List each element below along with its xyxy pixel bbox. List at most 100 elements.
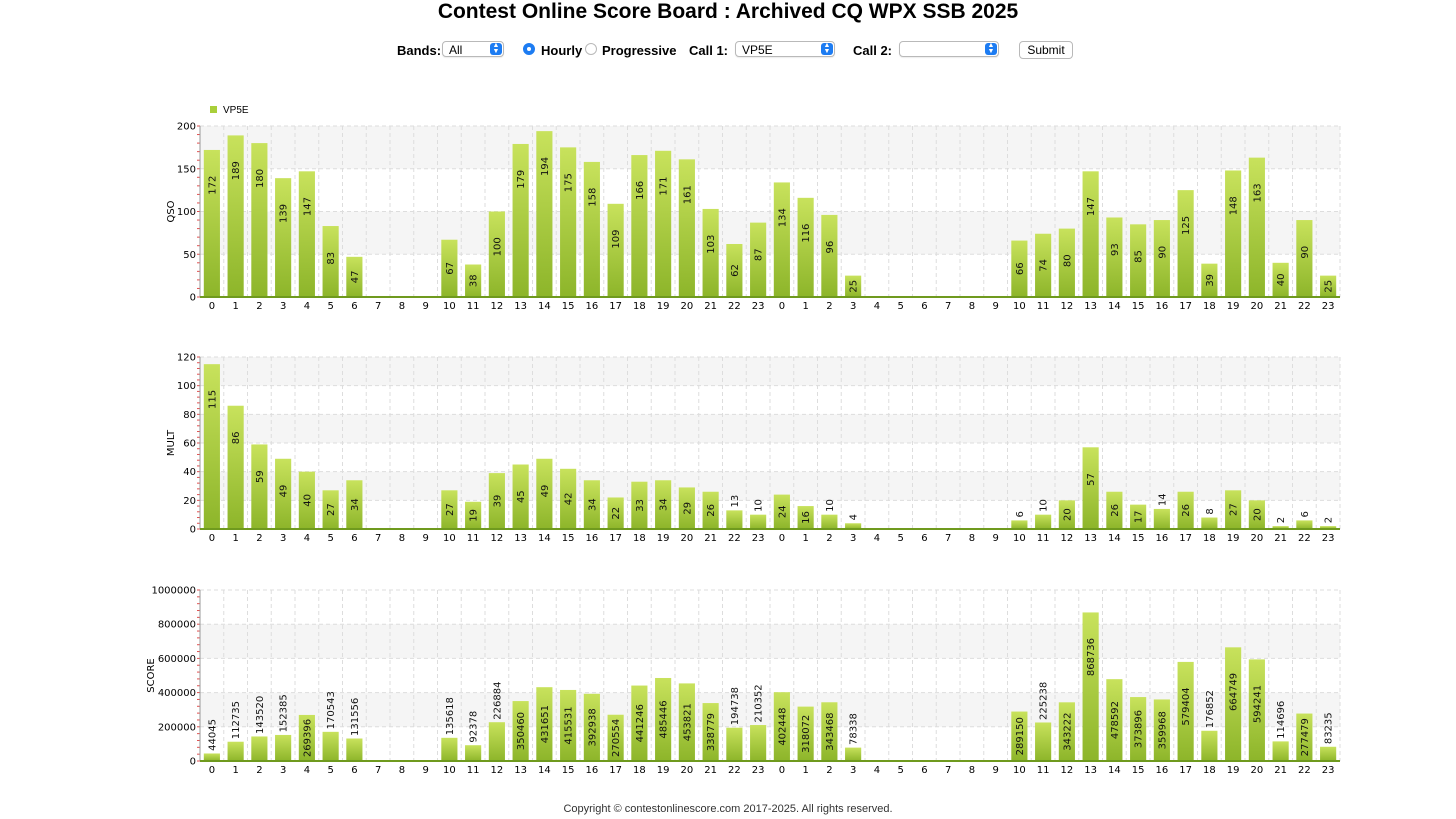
call2-select[interactable]: ▲ ▼ <box>899 41 999 57</box>
bar[interactable] <box>275 458 292 529</box>
bar[interactable] <box>560 147 577 297</box>
bar[interactable] <box>488 211 505 298</box>
bar[interactable] <box>702 491 719 529</box>
bar[interactable] <box>726 510 743 529</box>
bar[interactable] <box>1320 746 1337 761</box>
bar[interactable] <box>251 444 268 529</box>
bar[interactable] <box>298 714 315 761</box>
bar[interactable] <box>1248 157 1265 297</box>
bar[interactable] <box>1130 504 1147 529</box>
bar[interactable] <box>1130 697 1147 761</box>
bar[interactable] <box>465 264 482 297</box>
bar[interactable] <box>1320 526 1337 529</box>
bar[interactable] <box>1011 520 1028 529</box>
bar[interactable] <box>346 480 363 529</box>
bar[interactable] <box>583 480 600 529</box>
bar[interactable] <box>1225 647 1242 761</box>
bar[interactable] <box>512 143 529 297</box>
bar[interactable] <box>845 523 862 529</box>
bar[interactable] <box>583 161 600 297</box>
bar[interactable] <box>631 685 648 761</box>
call1-select[interactable]: VP5E ▲ ▼ <box>735 41 835 57</box>
bar[interactable] <box>726 243 743 297</box>
bar[interactable] <box>773 182 790 297</box>
bar[interactable] <box>1296 713 1313 761</box>
bar[interactable] <box>275 178 292 297</box>
bar[interactable] <box>1082 171 1099 297</box>
bar[interactable] <box>821 214 838 297</box>
bar[interactable] <box>203 364 220 529</box>
submit-button[interactable]: Submit <box>1019 41 1073 59</box>
bar[interactable] <box>488 722 505 761</box>
bar[interactable] <box>203 753 220 761</box>
bar[interactable] <box>1153 220 1170 297</box>
bar[interactable] <box>1106 217 1123 297</box>
bar[interactable] <box>773 494 790 529</box>
bar[interactable] <box>655 677 672 761</box>
bar[interactable] <box>298 471 315 529</box>
bar[interactable] <box>1106 679 1123 761</box>
bar[interactable] <box>1248 500 1265 529</box>
bar[interactable] <box>1153 699 1170 761</box>
bar[interactable] <box>251 736 268 761</box>
bar[interactable] <box>1058 702 1075 761</box>
bar[interactable] <box>1225 170 1242 297</box>
bar[interactable] <box>655 480 672 529</box>
bar[interactable] <box>1035 233 1052 297</box>
bar[interactable] <box>1035 722 1052 761</box>
bar[interactable] <box>1011 711 1028 761</box>
bar[interactable] <box>583 693 600 761</box>
bar[interactable] <box>1272 741 1289 761</box>
bar[interactable] <box>1201 730 1218 761</box>
bar[interactable] <box>560 468 577 529</box>
bar[interactable] <box>465 501 482 529</box>
bar[interactable] <box>1201 517 1218 529</box>
bar[interactable] <box>1153 508 1170 529</box>
bar[interactable] <box>227 741 244 761</box>
bar[interactable] <box>251 143 268 297</box>
bar[interactable] <box>702 703 719 761</box>
bar[interactable] <box>488 473 505 529</box>
bar[interactable] <box>1035 514 1052 529</box>
bar[interactable] <box>797 706 814 761</box>
bar[interactable] <box>750 514 767 529</box>
bar[interactable] <box>441 737 458 761</box>
bar[interactable] <box>821 514 838 529</box>
bar[interactable] <box>227 135 244 297</box>
bar[interactable] <box>726 727 743 761</box>
bar[interactable] <box>512 701 529 761</box>
bar[interactable] <box>1177 491 1194 529</box>
bar[interactable] <box>678 159 695 297</box>
bar[interactable] <box>702 208 719 297</box>
bar[interactable] <box>631 155 648 297</box>
bar[interactable] <box>441 490 458 529</box>
bar[interactable] <box>1248 659 1265 761</box>
bar[interactable] <box>322 731 339 761</box>
bar[interactable] <box>1011 240 1028 297</box>
bar[interactable] <box>298 171 315 297</box>
bar[interactable] <box>536 687 553 761</box>
bands-select[interactable]: All ▲ ▼ <box>442 41 504 57</box>
bar[interactable] <box>227 405 244 529</box>
bar[interactable] <box>346 738 363 761</box>
bar[interactable] <box>1296 520 1313 529</box>
bar[interactable] <box>1296 220 1313 297</box>
bar[interactable] <box>1272 526 1289 529</box>
bar[interactable] <box>821 702 838 761</box>
bar[interactable] <box>346 256 363 297</box>
bar[interactable] <box>607 497 624 529</box>
bar[interactable] <box>1225 490 1242 529</box>
bar[interactable] <box>797 506 814 529</box>
bar[interactable] <box>773 692 790 761</box>
progressive-radio[interactable] <box>585 43 597 55</box>
bar[interactable] <box>845 275 862 297</box>
bar[interactable] <box>536 458 553 529</box>
bar[interactable] <box>750 725 767 761</box>
bar[interactable] <box>322 226 339 297</box>
bar[interactable] <box>1201 263 1218 297</box>
bar[interactable] <box>1082 447 1099 529</box>
bar[interactable] <box>1272 262 1289 297</box>
bar[interactable] <box>512 464 529 530</box>
bar[interactable] <box>655 150 672 297</box>
bar[interactable] <box>560 689 577 761</box>
